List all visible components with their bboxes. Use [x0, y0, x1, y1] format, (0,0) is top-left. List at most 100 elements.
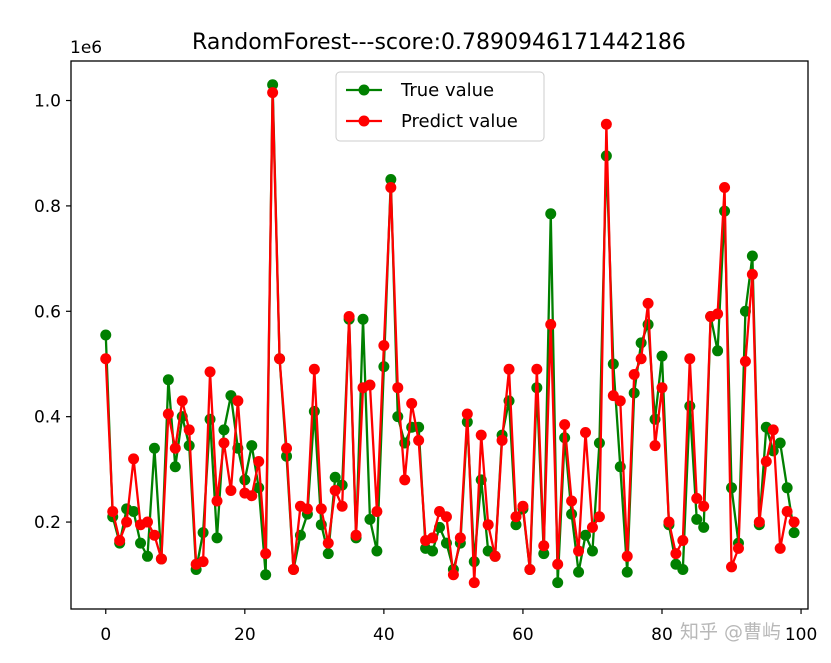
- data-point: [141, 516, 153, 528]
- data-point: [781, 506, 793, 518]
- data-point: [406, 398, 418, 409]
- x-axis: 0 20 40 60 80 100: [100, 609, 817, 645]
- series-line: [104, 83, 796, 584]
- data-point: [343, 311, 355, 323]
- data-point: [413, 434, 425, 446]
- data-point: [135, 537, 147, 549]
- data-point: [461, 408, 473, 420]
- data-point: [538, 548, 550, 560]
- data-point: [162, 408, 174, 420]
- data-point: [677, 563, 689, 575]
- chart-title: RandomForest---score:0.7890946171442186: [192, 30, 686, 55]
- data-point: [691, 492, 703, 504]
- data-point: [148, 529, 160, 541]
- data-point: [670, 548, 682, 560]
- data-point: [684, 353, 696, 365]
- data-point: [371, 506, 383, 518]
- data-point: [399, 474, 411, 486]
- data-point: [649, 440, 661, 452]
- data-point: [531, 363, 543, 375]
- data-point: [211, 495, 223, 507]
- data-point: [378, 340, 390, 352]
- data-point: [107, 506, 119, 518]
- data-point: [253, 455, 265, 467]
- data-point: [746, 250, 758, 262]
- data-point: [586, 545, 598, 557]
- data-point: [767, 424, 779, 436]
- x-tick-label: 40: [373, 625, 395, 645]
- legend-label: True value: [400, 80, 494, 101]
- data-point: [781, 482, 793, 494]
- data-point: [197, 556, 209, 568]
- data-point: [155, 553, 167, 565]
- plot-frame: [70, 60, 809, 610]
- data-point: [719, 181, 731, 193]
- data-point: [739, 355, 751, 367]
- data-point: [774, 437, 786, 449]
- y-axis: 0.2 0.4 0.6 0.8 1.0: [34, 92, 71, 533]
- legend-label: Predict value: [401, 111, 518, 132]
- data-point: [628, 369, 640, 381]
- data-point: [712, 345, 724, 357]
- legend: True value Predict value: [335, 71, 545, 142]
- data-point: [148, 442, 160, 454]
- data-point: [454, 532, 466, 544]
- data-point: [218, 424, 230, 436]
- data-point: [385, 174, 397, 186]
- data-point: [329, 484, 341, 496]
- data-point: [427, 532, 439, 544]
- series-predict-value: [100, 87, 800, 589]
- data-point: [176, 395, 188, 407]
- data-point: [788, 516, 800, 528]
- legend-marker: [358, 84, 370, 96]
- data-point: [746, 268, 758, 280]
- data-point: [656, 382, 668, 394]
- data-point: [392, 382, 404, 394]
- data-point: [301, 503, 313, 515]
- data-point: [315, 503, 327, 515]
- data-point: [100, 353, 112, 365]
- data-point: [642, 297, 654, 309]
- data-point: [281, 442, 293, 454]
- data-point: [287, 563, 299, 575]
- data-point: [559, 419, 571, 431]
- data-point: [538, 540, 550, 552]
- data-point: [545, 208, 557, 220]
- data-point: [322, 537, 334, 549]
- data-point: [635, 337, 647, 349]
- data-point: [593, 437, 605, 449]
- data-point: [121, 516, 133, 528]
- y-tick-label: 1.0: [34, 92, 61, 112]
- data-point: [726, 482, 738, 494]
- data-point: [427, 545, 439, 557]
- data-point: [517, 500, 529, 512]
- data-point: [225, 484, 237, 496]
- legend-box: [335, 71, 545, 142]
- data-point: [552, 577, 564, 589]
- data-point: [336, 500, 348, 512]
- data-point: [141, 550, 153, 562]
- data-point: [114, 535, 126, 546]
- data-point: [128, 453, 140, 465]
- data-point: [774, 542, 786, 554]
- data-point: [246, 490, 258, 502]
- data-point: [440, 511, 452, 523]
- data-point: [698, 500, 710, 512]
- x-tick-label: 0: [100, 625, 111, 645]
- data-point: [545, 318, 557, 330]
- data-point: [753, 516, 765, 528]
- data-point: [329, 471, 341, 483]
- data-point: [566, 495, 578, 507]
- data-point: [232, 395, 244, 407]
- data-point: [162, 374, 174, 386]
- y-tick-label: 0.4: [34, 408, 61, 428]
- series-layer: [100, 79, 800, 589]
- data-point: [322, 548, 334, 560]
- x-tick-label: 20: [234, 625, 256, 645]
- data-point: [621, 550, 633, 562]
- data-point: [371, 545, 383, 557]
- data-point: [489, 550, 501, 562]
- data-point: [656, 350, 668, 362]
- y-tick-label: 0.6: [34, 302, 61, 322]
- data-point: [475, 429, 487, 441]
